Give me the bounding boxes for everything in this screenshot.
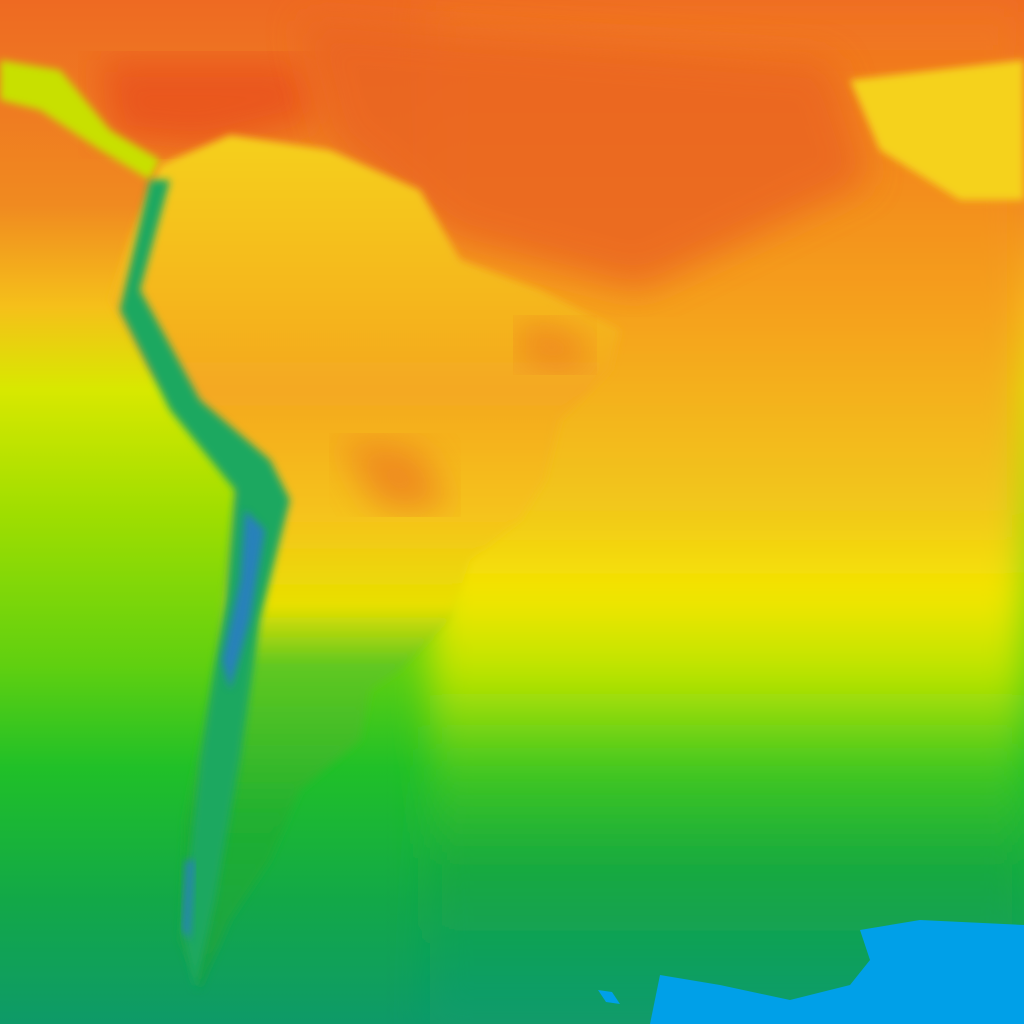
- atlantic-warm-zone: [300, 20, 870, 290]
- south-america-landmass: [110, 135, 620, 990]
- andes-southern-high-altitude: [182, 860, 195, 940]
- andes-cold-zone: [120, 180, 290, 990]
- brazil-northeast-hot-spot: [520, 320, 590, 370]
- central-america: [0, 60, 160, 180]
- africa-landmass: [850, 60, 1024, 200]
- amazon-hot-spot: [340, 440, 450, 510]
- andes-high-altitude: [222, 510, 265, 690]
- caribbean-hot-zone: [100, 60, 320, 150]
- south-shetland-islands: [598, 990, 620, 1004]
- antarctic-peninsula-ice: [650, 920, 1024, 1024]
